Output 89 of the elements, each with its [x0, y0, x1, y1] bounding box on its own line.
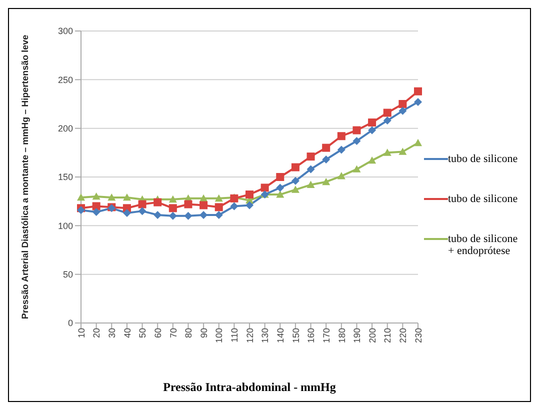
point	[352, 165, 361, 172]
x-tick-label: 60	[152, 328, 163, 338]
point	[291, 176, 300, 185]
point	[398, 106, 407, 115]
point	[122, 193, 131, 201]
x-tick-label: 30	[107, 328, 118, 338]
point	[322, 144, 330, 152]
x-tick-label: 210	[382, 328, 393, 344]
point	[246, 190, 254, 199]
x-tick-label: 110	[230, 328, 240, 342]
point	[138, 200, 146, 208]
point	[337, 146, 346, 154]
point	[168, 204, 177, 212]
point	[368, 156, 376, 164]
y-axis-title: Pressão Arterial Diastólica a montante – mmHg – Hipertensão leve	[20, 34, 30, 320]
point	[77, 193, 85, 201]
x-tick-label: 220	[398, 328, 408, 344]
legend-label: tubo de silicone + endoprótese	[448, 233, 519, 257]
x-axis-title: Pressão Intra-abdominal - mmHg	[163, 380, 336, 394]
x-tick-label: 120	[244, 328, 255, 344]
x-tick-label: 80	[184, 328, 194, 338]
x-tick-label: 170	[321, 328, 332, 344]
point	[122, 209, 131, 218]
x-tick-label: 160	[306, 328, 316, 344]
point	[230, 202, 238, 210]
x-tick-label: 200	[367, 328, 378, 344]
x-tick-label: 230	[413, 328, 424, 344]
point	[398, 100, 407, 108]
point	[92, 192, 100, 200]
y-tick-label: 250	[58, 74, 73, 85]
point	[214, 210, 223, 219]
point	[291, 163, 300, 172]
x-tick-label: 90	[198, 328, 209, 338]
point	[260, 184, 269, 192]
point	[383, 116, 392, 125]
x-tick-label: 10	[76, 328, 86, 338]
point	[414, 87, 422, 96]
point	[138, 207, 146, 216]
y-tick-label: 0	[68, 318, 73, 328]
point	[200, 201, 208, 210]
x-tick-label: 180	[336, 328, 347, 344]
legend-label: tubo de silicone	[448, 153, 519, 165]
point	[352, 136, 361, 145]
x-tick-label: 50	[138, 328, 148, 338]
x-tick-label: 150	[290, 328, 301, 344]
point	[322, 155, 330, 164]
x-tick-label: 20	[92, 328, 102, 338]
point	[108, 193, 116, 201]
x-tick-label: 190	[352, 328, 362, 344]
point	[306, 152, 315, 161]
point	[291, 186, 300, 193]
point	[168, 212, 177, 220]
point	[368, 126, 376, 134]
point	[276, 173, 284, 181]
x-tick-label: 140	[276, 328, 286, 344]
y-tick-label: 200	[58, 124, 73, 134]
point	[214, 203, 223, 212]
point	[184, 212, 192, 220]
x-tick-label: 130	[260, 328, 270, 344]
point	[368, 118, 376, 126]
point	[184, 200, 192, 208]
x-tick-label: 40	[122, 328, 132, 338]
point	[383, 108, 392, 117]
point	[92, 202, 100, 210]
point	[214, 194, 223, 202]
point	[414, 98, 422, 106]
point	[322, 178, 330, 186]
point	[352, 126, 361, 134]
y-tick-label: 150	[58, 172, 73, 182]
point	[168, 195, 177, 203]
point	[306, 180, 315, 188]
point	[154, 198, 162, 206]
y-tick-label: 100	[58, 220, 73, 231]
point	[276, 190, 284, 198]
y-tick-label: 300	[58, 26, 73, 36]
y-tick-label: 50	[62, 270, 73, 280]
x-tick-label: 70	[168, 328, 178, 338]
point	[276, 184, 284, 192]
point	[337, 172, 346, 180]
point	[383, 148, 392, 156]
legend-label: tubo de silicone	[448, 193, 519, 205]
point	[92, 208, 100, 216]
x-tick-label: 100	[214, 328, 224, 344]
point	[337, 132, 346, 140]
point	[246, 201, 254, 210]
point	[154, 210, 162, 219]
point	[414, 138, 422, 146]
point	[398, 148, 407, 155]
point	[306, 165, 315, 174]
